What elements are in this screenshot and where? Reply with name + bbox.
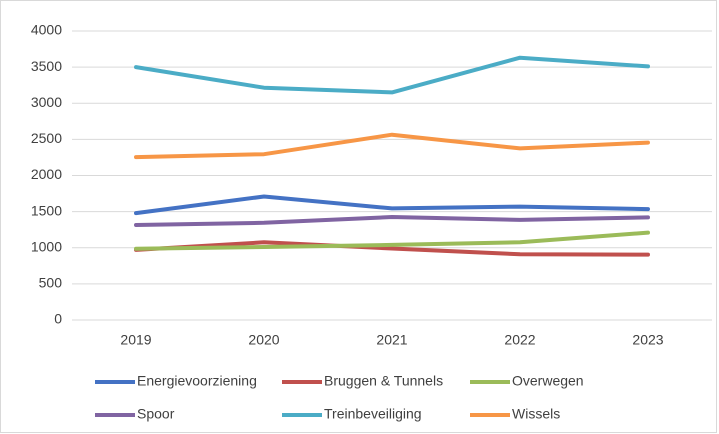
- legend-label: Wissels: [512, 406, 560, 422]
- x-tick-label: 2019: [120, 332, 151, 348]
- legend-label: Treinbeveiliging: [324, 406, 422, 422]
- series-line: [134, 132, 650, 160]
- x-tick-label: 2022: [504, 332, 535, 348]
- x-tick-label: 2023: [632, 332, 663, 348]
- legend-label: Spoor: [137, 406, 175, 422]
- y-tick-label: 1500: [31, 202, 62, 218]
- y-tick-label: 500: [39, 275, 63, 291]
- y-tick-label: 3500: [31, 58, 62, 74]
- series-line: [134, 55, 650, 95]
- series-line: [134, 194, 650, 216]
- y-tick-label: 2000: [31, 166, 62, 182]
- y-tick-label: 0: [54, 311, 62, 327]
- series-line: [134, 240, 650, 257]
- legend-label: Bruggen & Tunnels: [324, 373, 443, 389]
- x-tick-label: 2020: [248, 332, 279, 348]
- y-tick-label: 2500: [31, 130, 62, 146]
- y-tick-label: 3000: [31, 94, 62, 110]
- series-line: [134, 230, 650, 251]
- y-tick-label: 1000: [31, 238, 62, 254]
- y-tick-label: 4000: [31, 22, 62, 38]
- legend-label: Overwegen: [512, 373, 584, 389]
- series-line: [134, 215, 650, 227]
- legend-label: Energievoorziening: [137, 373, 257, 389]
- x-tick-label: 2021: [376, 332, 407, 348]
